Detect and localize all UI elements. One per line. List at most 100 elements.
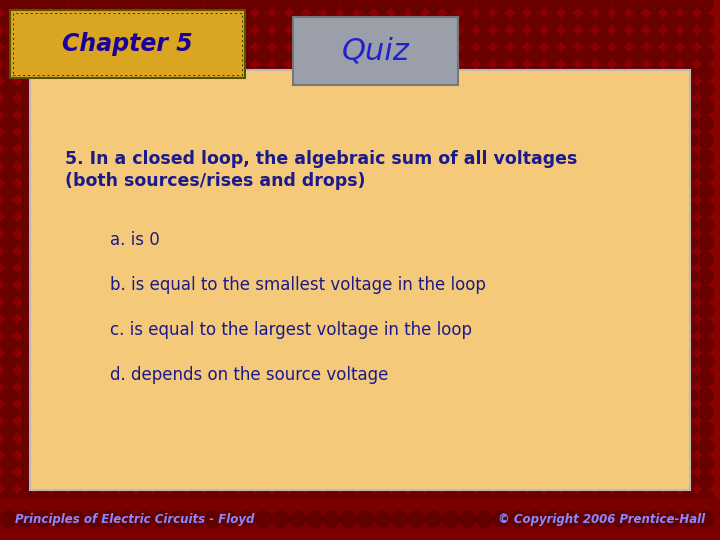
Circle shape <box>477 30 492 46</box>
Circle shape <box>1 370 17 387</box>
Circle shape <box>613 150 629 165</box>
Circle shape <box>578 30 595 46</box>
Circle shape <box>664 354 680 369</box>
Circle shape <box>510 388 526 403</box>
Circle shape <box>578 0 595 12</box>
Circle shape <box>222 302 238 319</box>
Circle shape <box>562 0 577 12</box>
Circle shape <box>459 302 475 319</box>
Circle shape <box>510 82 526 98</box>
Circle shape <box>1 234 17 251</box>
Circle shape <box>698 354 714 369</box>
Circle shape <box>341 14 356 30</box>
Circle shape <box>680 320 696 335</box>
Circle shape <box>629 370 646 387</box>
Circle shape <box>510 64 526 80</box>
Circle shape <box>52 370 68 387</box>
Circle shape <box>238 200 254 217</box>
Circle shape <box>562 472 577 489</box>
Circle shape <box>1 132 17 149</box>
Circle shape <box>392 370 408 387</box>
Circle shape <box>544 456 560 471</box>
Circle shape <box>698 0 714 12</box>
Circle shape <box>629 64 646 80</box>
Circle shape <box>374 354 390 369</box>
Circle shape <box>392 116 408 132</box>
Circle shape <box>68 511 84 527</box>
Circle shape <box>528 48 544 64</box>
Circle shape <box>289 252 305 267</box>
Circle shape <box>426 511 441 527</box>
Circle shape <box>698 511 714 527</box>
Circle shape <box>17 82 34 98</box>
Circle shape <box>289 511 305 527</box>
Circle shape <box>120 511 135 527</box>
Circle shape <box>238 320 254 335</box>
Circle shape <box>477 0 492 12</box>
Circle shape <box>120 422 135 437</box>
Circle shape <box>680 472 696 489</box>
Circle shape <box>664 422 680 437</box>
Circle shape <box>578 286 595 301</box>
Circle shape <box>120 489 135 505</box>
Circle shape <box>374 234 390 251</box>
Circle shape <box>256 252 271 267</box>
Circle shape <box>238 422 254 437</box>
Circle shape <box>86 511 102 527</box>
Circle shape <box>1 438 17 455</box>
Text: 5. In a closed loop, the algebraic sum of all voltages: 5. In a closed loop, the algebraic sum o… <box>65 150 577 168</box>
Circle shape <box>426 252 441 267</box>
Circle shape <box>613 472 629 489</box>
Circle shape <box>408 472 425 489</box>
Circle shape <box>408 116 425 132</box>
Circle shape <box>68 132 84 149</box>
Circle shape <box>578 320 595 335</box>
Circle shape <box>510 302 526 319</box>
Circle shape <box>187 98 204 114</box>
Circle shape <box>629 218 646 233</box>
Circle shape <box>204 302 220 319</box>
Circle shape <box>289 336 305 353</box>
Circle shape <box>272 404 289 421</box>
Circle shape <box>493 268 510 285</box>
Circle shape <box>510 370 526 387</box>
Circle shape <box>613 523 629 539</box>
Circle shape <box>493 472 510 489</box>
Circle shape <box>153 472 169 489</box>
Circle shape <box>544 354 560 369</box>
Circle shape <box>459 523 475 539</box>
Circle shape <box>153 132 169 149</box>
Circle shape <box>374 370 390 387</box>
Circle shape <box>52 0 68 12</box>
Circle shape <box>323 268 340 285</box>
Circle shape <box>187 370 204 387</box>
Circle shape <box>1 320 17 335</box>
Circle shape <box>528 252 544 267</box>
Circle shape <box>323 320 340 335</box>
Circle shape <box>493 200 510 217</box>
Circle shape <box>289 456 305 471</box>
Circle shape <box>477 286 492 301</box>
Circle shape <box>272 422 289 437</box>
Circle shape <box>35 489 50 505</box>
Circle shape <box>443 354 459 369</box>
Text: a. is 0: a. is 0 <box>110 231 160 249</box>
Circle shape <box>595 336 611 353</box>
Circle shape <box>664 336 680 353</box>
Circle shape <box>698 336 714 353</box>
Circle shape <box>323 200 340 217</box>
Circle shape <box>120 370 135 387</box>
Circle shape <box>698 150 714 165</box>
Circle shape <box>238 218 254 233</box>
Circle shape <box>289 184 305 199</box>
Circle shape <box>272 511 289 527</box>
Circle shape <box>647 320 662 335</box>
Circle shape <box>629 30 646 46</box>
Circle shape <box>187 320 204 335</box>
Circle shape <box>86 354 102 369</box>
Circle shape <box>578 48 595 64</box>
Circle shape <box>153 234 169 251</box>
Circle shape <box>629 166 646 183</box>
Circle shape <box>613 268 629 285</box>
Circle shape <box>187 64 204 80</box>
